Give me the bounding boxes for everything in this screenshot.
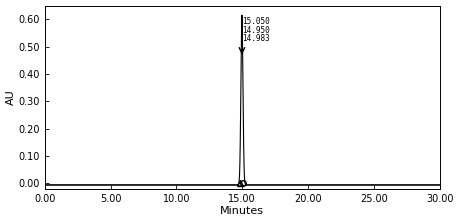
X-axis label: Minutes: Minutes [220,206,264,216]
Text: 14.950: 14.950 [243,26,270,35]
Text: 15.050: 15.050 [243,18,270,26]
Text: 14.983: 14.983 [243,34,270,43]
Y-axis label: AU: AU [6,89,16,105]
